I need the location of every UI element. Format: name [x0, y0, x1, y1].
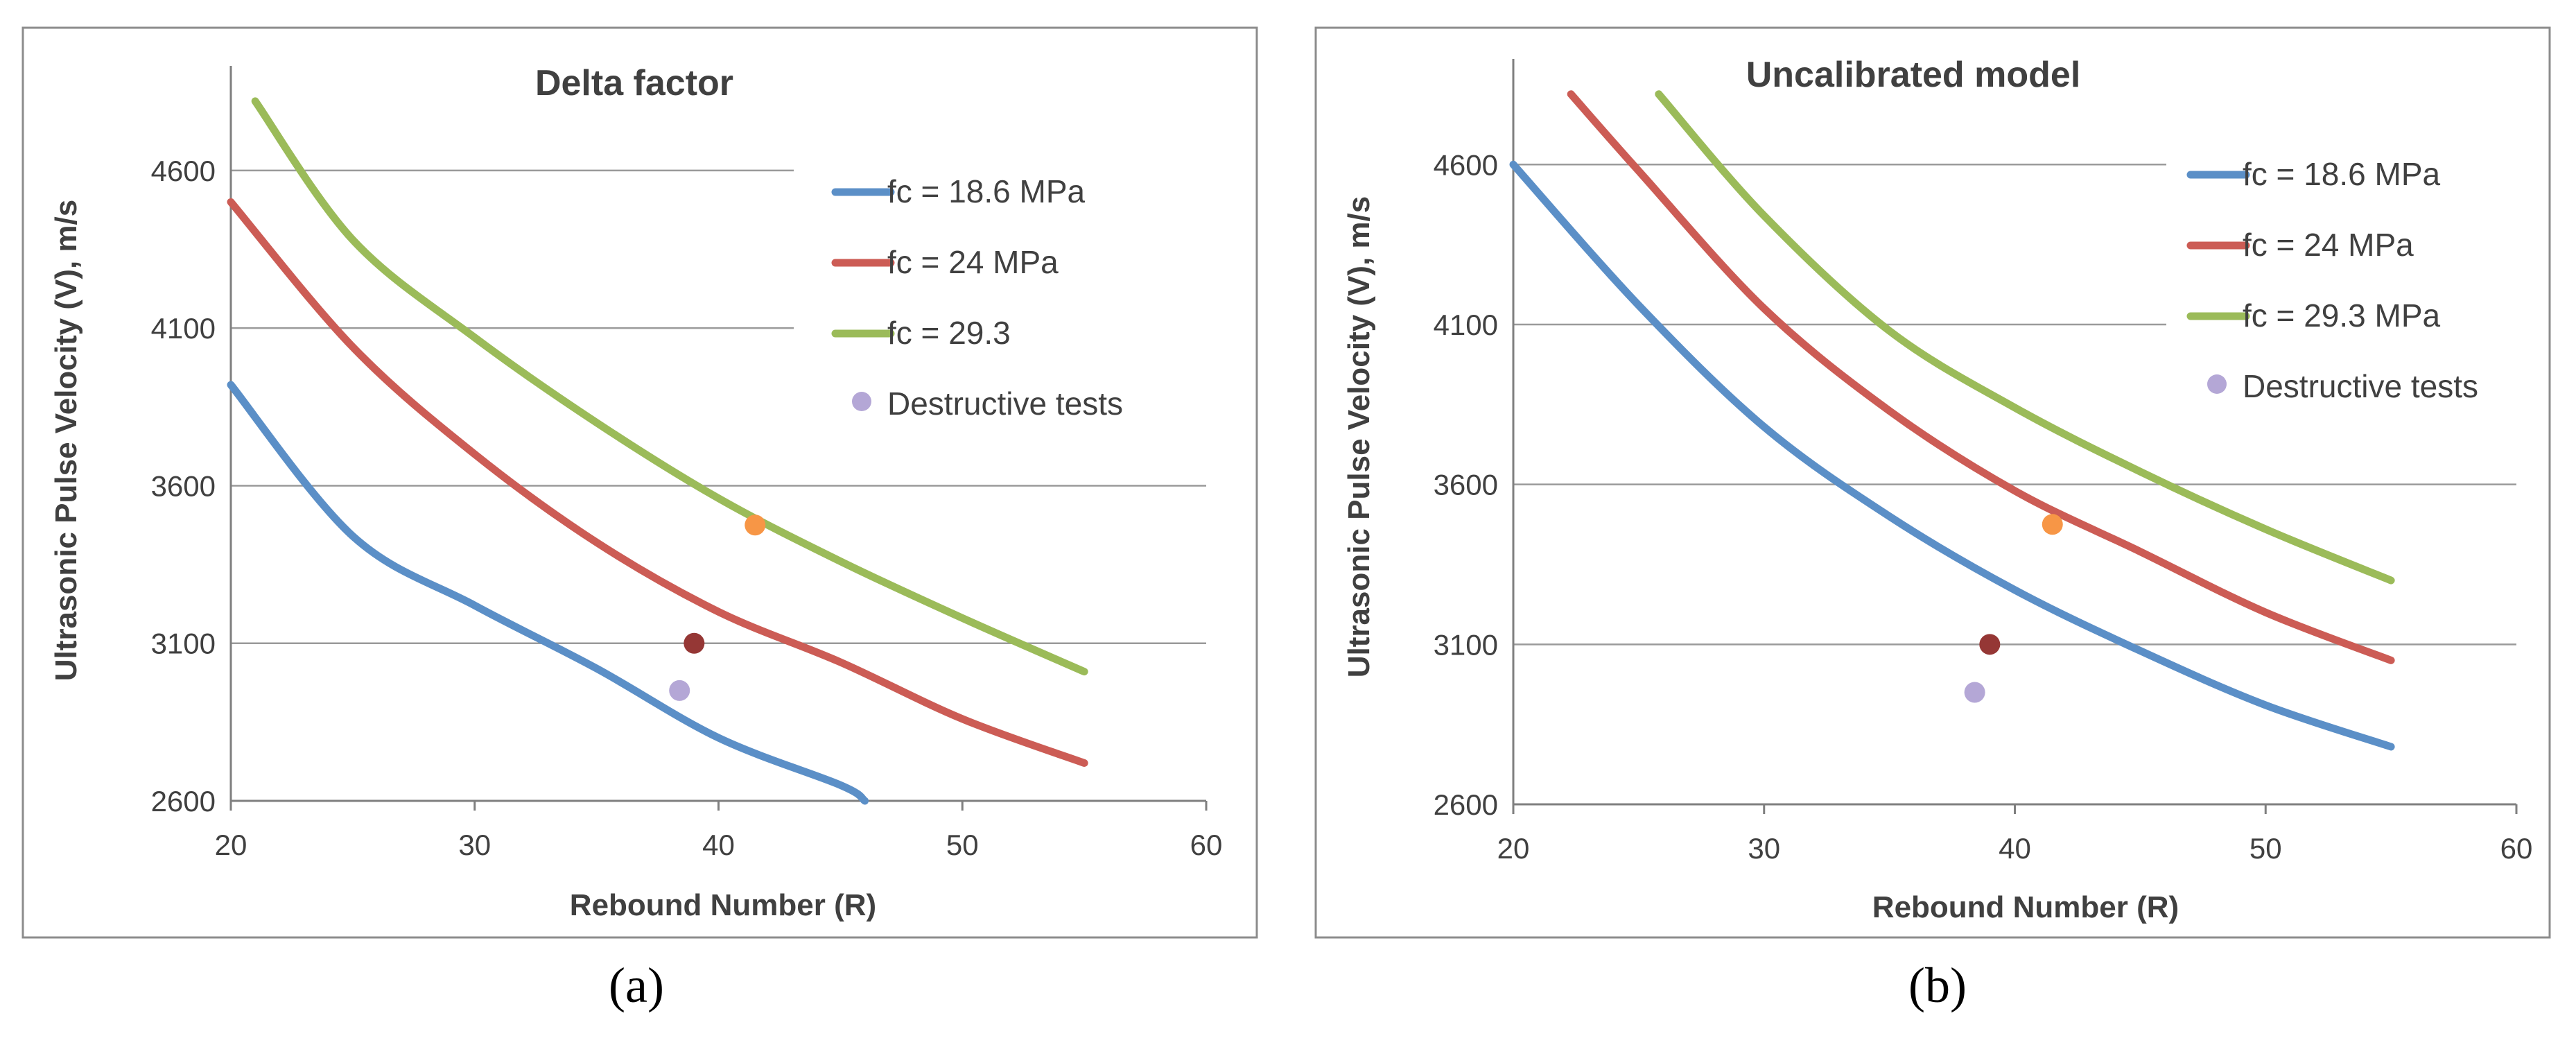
- legend: fc = 18.6 MPa fc = 24 MPa fc = 29.3 MPa Des…: [2166, 137, 2516, 419]
- series-line-1: [1509, 160, 2395, 751]
- chart-title: Uncalibrated model: [1746, 55, 2081, 95]
- y-tick-label: 3100: [151, 628, 216, 660]
- legend-label: Destructive tests: [2243, 368, 2478, 404]
- x-tick-label: 40: [1999, 832, 2031, 865]
- legend-label: fc = 24 MPa: [2243, 227, 2414, 263]
- x-tick-label: 20: [215, 829, 247, 861]
- axes: 2600 3100 3600 4100 4600 20 30 40 50 60: [1434, 59, 2533, 865]
- data-point: [669, 680, 690, 701]
- x-tick-label: 30: [458, 829, 491, 861]
- x-axis-label: Rebound Number (R): [1872, 890, 2179, 924]
- y-tick-label: 3600: [151, 469, 216, 502]
- series-line-1: [227, 381, 869, 805]
- data-point: [1964, 682, 1985, 703]
- series-line-2: [227, 198, 1088, 767]
- legend-label: fc = 24 MPa: [887, 244, 1059, 280]
- y-tick-label: 4600: [1434, 148, 1498, 181]
- y-tick-label: 3100: [1434, 628, 1498, 661]
- legend-label: fc = 18.6 MPa: [887, 173, 1086, 209]
- legend-label: fc = 18.6 MPa: [2243, 156, 2441, 192]
- x-tick-label: 60: [2500, 832, 2533, 865]
- panel-label-a: (a): [609, 958, 664, 1013]
- series-line-3: [1655, 90, 2395, 585]
- destructive-points: [1964, 514, 2063, 703]
- legend-swatch: [2207, 374, 2227, 394]
- data-point: [2042, 514, 2063, 535]
- legend-label: fc = 29.3: [887, 315, 1011, 351]
- y-axis-label: Ultrasonic Pulse Velocity (V), m/s: [49, 200, 83, 681]
- data-point: [745, 514, 766, 536]
- y-axis-label: Ultrasonic Pulse Velocity (V), m/s: [1342, 196, 1376, 677]
- y-tick-label: 4600: [151, 155, 216, 187]
- axes: 2600 3100 3600 4100 4600 20 30 40 50 60: [151, 66, 1223, 861]
- legend-label: Destructive tests: [887, 386, 1123, 422]
- destructive-points: [669, 514, 766, 701]
- y-tick-label: 3600: [1434, 469, 1498, 501]
- x-tick-label: 60: [1190, 829, 1223, 861]
- x-tick-label: 40: [702, 829, 735, 861]
- panel-label-b: (b): [1908, 958, 1967, 1013]
- x-axis-label: Rebound Number (R): [570, 888, 876, 922]
- series-lines: [227, 97, 1088, 805]
- y-tick-label: 2600: [151, 785, 216, 818]
- legend-label: fc = 29.3 MPa: [2243, 297, 2441, 334]
- series-line-2: [1567, 90, 2395, 664]
- chart-title: Delta factor: [535, 63, 733, 103]
- x-tick-label: 50: [946, 829, 979, 861]
- x-tick-label: 50: [2249, 832, 2282, 865]
- data-point: [1979, 634, 2001, 655]
- series-line-3: [251, 97, 1088, 676]
- chart-panel-b: 2600 3100 3600 4100 4600 20 30 40 50 60 fc = 18.6…: [1314, 26, 2551, 939]
- legend: fc = 18.6 MPa fc = 24 MPa fc = 29.3 Destruc…: [794, 154, 1206, 437]
- series-lines: [1509, 90, 2395, 751]
- x-tick-label: 30: [1748, 832, 1780, 865]
- chart-panel-a: 2600 3100 3600 4100 4600 20 30 40 50 60 fc = 18.6…: [21, 26, 1258, 939]
- legend-swatch: [852, 392, 871, 411]
- data-point: [684, 632, 705, 654]
- legend-box: [2166, 137, 2516, 419]
- y-tick-label: 4100: [1434, 309, 1498, 341]
- legend-box: [794, 154, 1206, 437]
- y-tick-label: 4100: [151, 312, 216, 345]
- y-tick-label: 2600: [1434, 788, 1498, 821]
- x-tick-label: 20: [1497, 832, 1530, 865]
- grid-lines: [231, 169, 1206, 644]
